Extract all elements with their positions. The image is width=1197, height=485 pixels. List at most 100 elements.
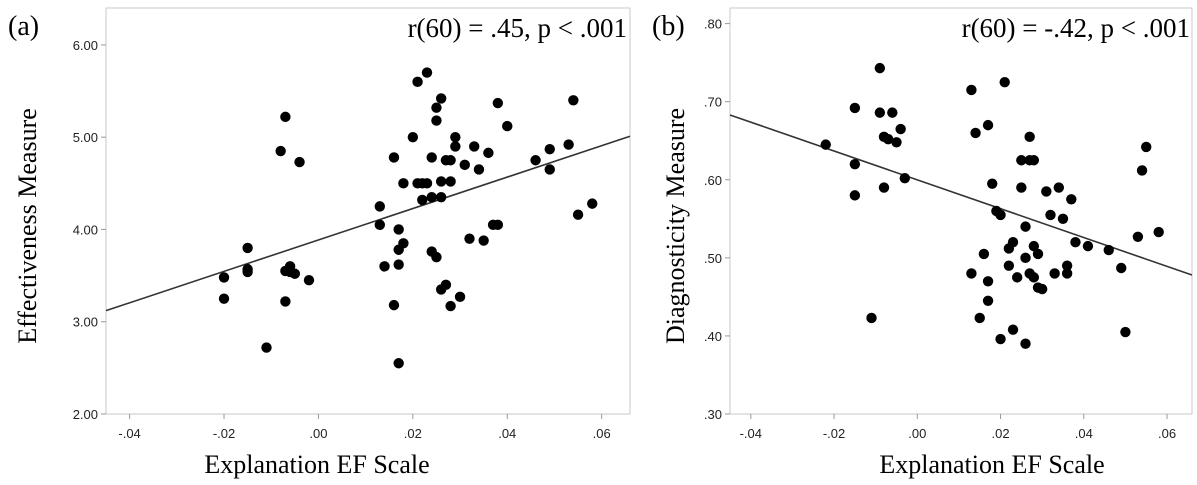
data-point: [426, 152, 437, 163]
data-point: [544, 164, 555, 175]
data-point: [1016, 182, 1027, 193]
data-point: [982, 295, 994, 306]
y-tick-label: .60: [704, 173, 722, 188]
data-point: [450, 141, 461, 152]
data-point: [966, 84, 977, 96]
panel-b-label: (b): [652, 11, 685, 42]
panel-b-stat-annotation: r(60) = -.42, p < .001: [962, 13, 1190, 43]
data-point: [974, 312, 985, 324]
data-point: [280, 296, 291, 307]
panel-a-label: (a): [8, 11, 39, 42]
data-point: [275, 145, 286, 157]
panel-a: (a) r(60) = .45, p < .001 -.04 -.02 .00 .02…: [8, 7, 631, 479]
panel-b-fit-group: [729, 114, 1193, 276]
data-point: [242, 242, 253, 254]
x-tick-label: .06: [1158, 426, 1176, 441]
panel-b-x-ticks: -.04 -.02 .00 .02 .04 .06: [740, 414, 1176, 441]
x-tick-label: .04: [1075, 426, 1093, 441]
y-tick-label: 3.00: [73, 315, 98, 330]
panel-a-stat-annotation: r(60) = .45, p < .001: [408, 13, 627, 43]
data-point: [895, 123, 906, 135]
data-point: [454, 291, 466, 303]
data-point: [1057, 213, 1069, 225]
panel-a-fit-group: [105, 135, 631, 312]
data-point: [1007, 324, 1019, 335]
data-point: [393, 224, 404, 235]
data-point: [1024, 131, 1035, 143]
fit-line: [105, 135, 631, 312]
data-point: [1028, 240, 1040, 252]
panel-a-y-ticks: 2.00 3.00 4.00 5.00 6.00: [73, 38, 106, 422]
data-point: [1049, 268, 1060, 279]
data-point: [1011, 272, 1023, 283]
panel-a-x-axis-title: Explanation EF Scale: [204, 450, 429, 479]
data-point: [218, 293, 230, 304]
data-point: [459, 159, 470, 171]
data-point: [1016, 155, 1027, 166]
y-tick-label: .80: [704, 17, 722, 32]
data-point: [999, 76, 1010, 88]
y-tick-label: 2.00: [73, 407, 98, 422]
y-tick-label: .30: [704, 407, 722, 422]
data-point: [1032, 248, 1044, 260]
data-point: [572, 209, 584, 220]
data-point: [874, 107, 886, 118]
data-point: [1003, 260, 1015, 271]
data-point: [995, 333, 1006, 345]
data-point: [398, 238, 409, 249]
data-point: [891, 137, 902, 148]
data-point: [412, 76, 423, 88]
data-point: [421, 178, 433, 189]
data-point: [374, 201, 386, 212]
data-point: [1116, 262, 1127, 274]
data-point: [445, 300, 456, 312]
data-point: [987, 178, 998, 189]
data-point: [1070, 237, 1081, 248]
data-point: [417, 194, 428, 206]
data-point: [1141, 141, 1152, 153]
data-point: [261, 342, 272, 353]
data-point: [568, 95, 579, 106]
x-tick-label: -.02: [213, 426, 235, 441]
y-tick-label: 4.00: [73, 222, 98, 237]
data-point: [450, 131, 461, 143]
data-point: [878, 182, 890, 193]
panel-b-plot-frame: [729, 7, 1193, 415]
data-point: [1045, 209, 1056, 221]
data-point: [1020, 221, 1031, 232]
data-point: [849, 158, 861, 170]
panel-b: (b) r(60) = -.42, p < .001 -.04 -.02 .00 .0…: [652, 7, 1193, 479]
data-point: [289, 268, 301, 279]
data-point: [587, 198, 598, 209]
x-tick-label: .02: [404, 426, 422, 441]
data-point: [966, 268, 977, 279]
data-point: [379, 261, 390, 272]
data-point: [421, 67, 433, 78]
panel-a-y-axis-title: Effectiveness Measure: [13, 108, 42, 344]
panel-a-plot-frame: [105, 7, 631, 415]
data-point: [483, 147, 494, 159]
data-point: [431, 251, 442, 263]
data-point: [544, 143, 555, 155]
data-point: [866, 312, 877, 324]
x-tick-label: .00: [908, 426, 926, 441]
data-point: [435, 191, 447, 203]
data-point: [478, 235, 489, 246]
x-tick-label: .02: [992, 426, 1010, 441]
data-point: [530, 155, 541, 166]
data-point: [435, 93, 447, 104]
data-point: [1136, 165, 1148, 176]
panel-b-x-axis-title: Explanation EF Scale: [879, 450, 1104, 479]
data-point: [435, 176, 447, 187]
data-point: [1061, 260, 1073, 271]
data-point: [849, 102, 861, 114]
data-point: [1007, 237, 1019, 248]
data-point: [970, 127, 981, 139]
x-tick-label: .00: [309, 426, 327, 441]
data-point: [431, 102, 442, 113]
data-point: [1153, 226, 1164, 238]
data-point: [1041, 186, 1052, 197]
data-point: [473, 164, 485, 175]
panel-b-y-ticks: .30 .40 .50 .60 .70 .80: [704, 17, 730, 422]
